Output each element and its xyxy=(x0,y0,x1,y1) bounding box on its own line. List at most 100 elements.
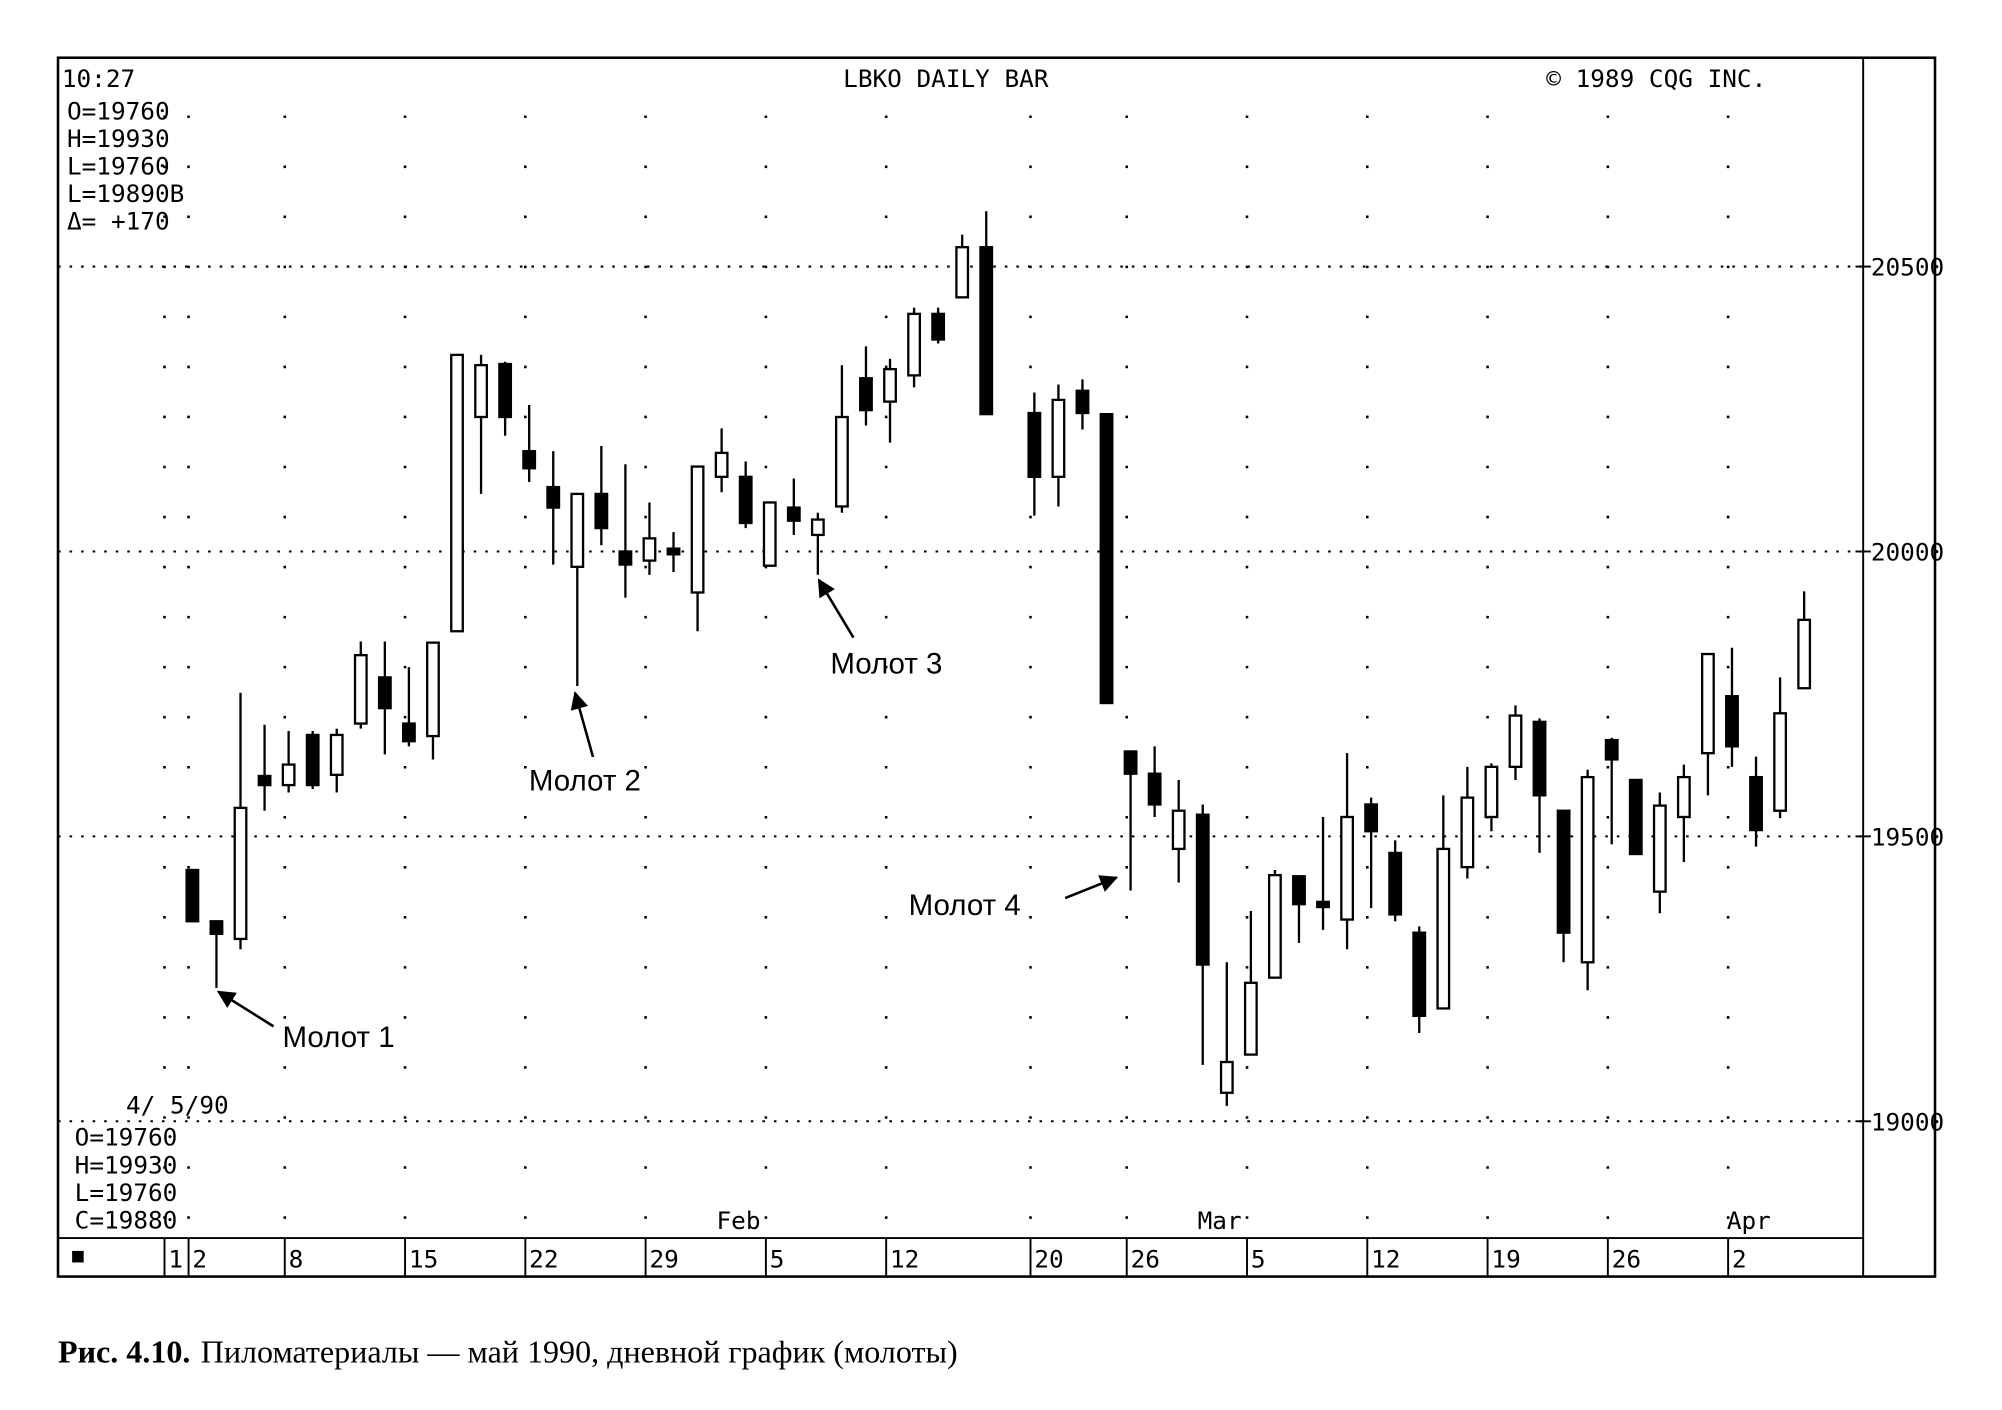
candle-body xyxy=(594,492,609,530)
candle-body xyxy=(1316,900,1330,909)
candle-body xyxy=(1628,778,1643,856)
annotation-arrow xyxy=(216,990,275,1028)
candle-body xyxy=(1051,398,1066,478)
y-tick-label: 19000 xyxy=(1871,1107,1944,1136)
x-tick-label: 2 xyxy=(192,1245,207,1274)
info-line: L=19760 xyxy=(67,151,170,180)
copyright: © 1989 CQG INC. xyxy=(1546,64,1766,93)
candle-body xyxy=(1556,809,1571,934)
candle-body xyxy=(1388,851,1403,916)
info-line: O=19760 xyxy=(75,1123,178,1152)
candle-body xyxy=(1267,873,1282,979)
candle-body xyxy=(1484,765,1499,819)
x-tick-label: 22 xyxy=(529,1245,558,1274)
frame xyxy=(56,56,1937,1278)
candle-body xyxy=(786,506,801,522)
candle-body xyxy=(281,763,296,787)
candle-body xyxy=(305,733,320,787)
x-tick-label: 26 xyxy=(1131,1245,1160,1274)
y-tick-label: 20000 xyxy=(1871,537,1944,566)
candle-body xyxy=(1797,618,1812,690)
candle-body xyxy=(1292,875,1306,906)
candle-body xyxy=(955,246,970,299)
candle-body xyxy=(1195,813,1210,966)
candle-body xyxy=(185,868,200,923)
candle-body xyxy=(1460,796,1475,869)
candle-body xyxy=(642,537,657,562)
candle-body xyxy=(1532,720,1547,797)
candle-body xyxy=(834,415,849,508)
candle-body xyxy=(257,774,272,787)
y-tick-label: 19500 xyxy=(1871,822,1944,851)
candle-body xyxy=(1652,804,1667,893)
info-line: L=19890B xyxy=(67,179,184,208)
candle-body xyxy=(666,547,681,556)
candle-body xyxy=(1412,931,1427,1018)
candle-body xyxy=(1749,775,1763,832)
candle-body xyxy=(377,676,392,710)
caption-text: Пиломатериалы — май 1990, дневной график… xyxy=(201,1334,958,1370)
candle-body xyxy=(859,377,873,412)
info-line: H=19930 xyxy=(75,1150,178,1179)
candle-body xyxy=(762,501,777,567)
candle-body xyxy=(714,451,729,478)
x-tick-label: 26 xyxy=(1612,1245,1641,1274)
x-tick-label: 19 xyxy=(1491,1245,1520,1274)
candle-body xyxy=(1700,652,1715,755)
annotation: Молот 3 xyxy=(830,648,942,681)
x-tick-label: 5 xyxy=(1251,1245,1266,1274)
candle-body xyxy=(498,362,513,419)
annotation: Молот 2 xyxy=(529,764,641,797)
candle-body xyxy=(883,367,897,403)
x-tick-label: 12 xyxy=(1371,1245,1400,1274)
candle-body xyxy=(570,492,585,569)
candle-body xyxy=(618,550,633,566)
candle-body xyxy=(1508,714,1523,769)
candle-body xyxy=(1075,389,1090,415)
y-tick-label: 20500 xyxy=(1871,253,1944,282)
chart-title: LBKO DAILY BAR xyxy=(843,64,1049,93)
info-line: H=19930 xyxy=(67,124,170,153)
month-label: Apr xyxy=(1727,1206,1771,1235)
strip-marker xyxy=(72,1250,84,1263)
candle-body xyxy=(209,920,224,935)
candle-body xyxy=(1027,411,1042,478)
caption: Рис. 4.10. Пиломатериалы — май 1990, днев… xyxy=(58,1334,958,1370)
candle-body xyxy=(353,654,368,725)
x-tick-label: 29 xyxy=(649,1245,678,1274)
candle-body xyxy=(1219,1060,1234,1094)
candle-body xyxy=(233,806,248,941)
candle-body xyxy=(1123,750,1138,775)
candle-body xyxy=(1147,772,1162,806)
candle-body xyxy=(1364,803,1379,833)
candle-body xyxy=(1099,412,1114,705)
annotation-arrow xyxy=(570,691,595,758)
candle-body xyxy=(329,733,344,776)
month-label: Mar xyxy=(1198,1206,1242,1235)
candle-body xyxy=(450,353,464,633)
candle-body xyxy=(1580,775,1595,964)
month-label: Feb xyxy=(716,1206,760,1235)
candle-body xyxy=(738,475,753,525)
candle-body xyxy=(1725,695,1739,748)
candle-body xyxy=(1243,981,1258,1056)
x-tick-label: 8 xyxy=(289,1245,304,1274)
candle-body xyxy=(931,312,946,341)
info-line: L=19760 xyxy=(75,1178,178,1207)
candle-body xyxy=(1436,847,1451,1010)
candle-body xyxy=(979,246,994,416)
time: 10:27 xyxy=(62,64,135,93)
candle-body xyxy=(1340,815,1355,921)
candle-body xyxy=(1676,775,1691,819)
x-tick-label: 20 xyxy=(1034,1245,1063,1274)
x-tick-label: 15 xyxy=(409,1245,438,1274)
annotation: Молот 1 xyxy=(283,1021,395,1054)
x-tick-label: 5 xyxy=(770,1245,785,1274)
candle-body xyxy=(474,363,488,419)
info-line: Δ= +170 xyxy=(67,207,170,236)
annotation-arrow xyxy=(817,578,855,639)
x-tick-label: 1 xyxy=(168,1245,183,1274)
x-tick-label: 12 xyxy=(890,1245,919,1274)
